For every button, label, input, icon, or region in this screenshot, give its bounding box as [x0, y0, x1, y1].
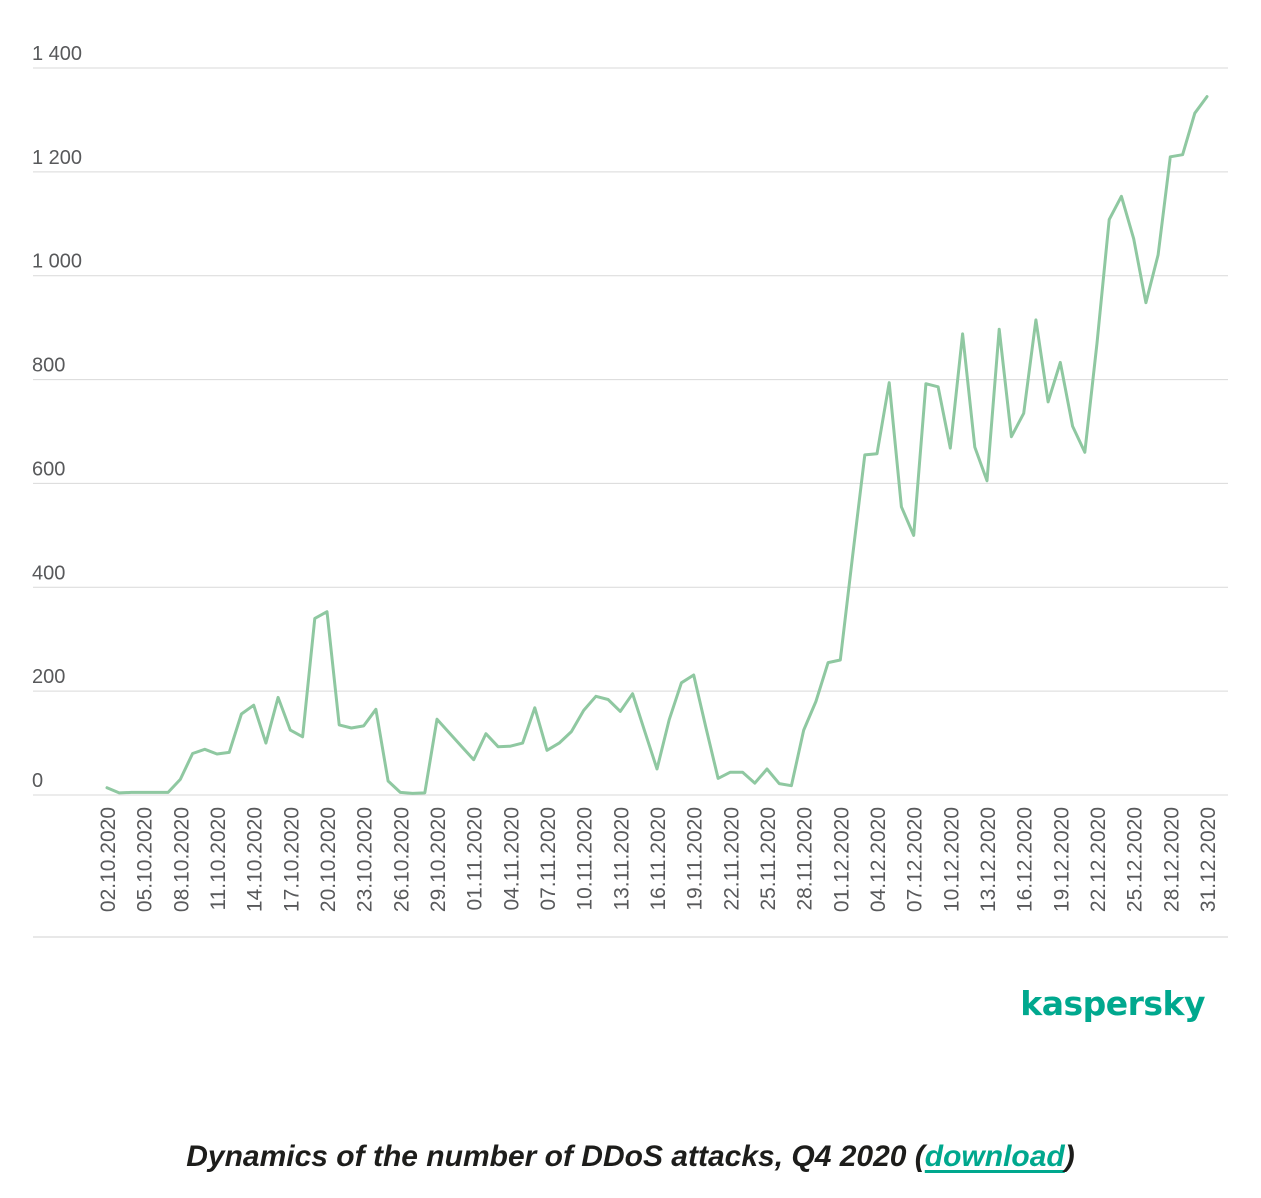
x-axis-tick-label: 22.12.2020	[1087, 807, 1110, 912]
x-axis-tick-label: 04.12.2020	[867, 807, 890, 912]
caption-text-suffix: )	[1064, 1140, 1075, 1173]
x-axis-tick-label: 07.12.2020	[904, 807, 927, 912]
x-axis-tick-label: 16.12.2020	[1014, 807, 1037, 912]
x-axis-tick-label: 25.11.2020	[757, 807, 780, 911]
x-axis-tick-label: 29.10.2020	[427, 807, 450, 912]
kaspersky-logo: kaspersky	[1020, 984, 1205, 1023]
x-axis-tick-label: 20.10.2020	[317, 807, 340, 912]
x-axis-tick-label: 22.11.2020	[720, 807, 743, 911]
x-axis-tick-label: 01.11.2020	[464, 807, 487, 911]
x-axis-tick-label: 01.12.2020	[830, 807, 853, 912]
x-axis-tick-label: 19.12.2020	[1050, 807, 1073, 912]
y-axis-tick-label: 200	[32, 666, 65, 688]
chart-caption: Dynamics of the number of DDoS attacks, …	[0, 1140, 1261, 1174]
y-axis-tick-label: 400	[32, 562, 65, 584]
x-axis-tick-label: 10.12.2020	[940, 807, 963, 912]
x-axis-tick-label: 13.11.2020	[610, 807, 633, 911]
x-axis-tick-label: 17.10.2020	[280, 807, 303, 912]
y-axis-tick-label: 800	[32, 355, 65, 377]
x-axis-tick-label: 31.12.2020	[1197, 807, 1220, 912]
y-axis-tick-label: 600	[32, 458, 65, 480]
x-axis-tick-label: 10.11.2020	[574, 807, 597, 911]
x-axis-tick-label: 16.11.2020	[647, 807, 670, 911]
x-axis-tick-label: 02.10.2020	[97, 807, 120, 912]
x-axis-tick-label: 28.11.2020	[794, 807, 817, 911]
y-axis-tick-label: 1 400	[32, 43, 82, 65]
caption-text: Dynamics of the number of DDoS attacks, …	[186, 1140, 925, 1173]
x-axis-tick-label: 19.11.2020	[684, 807, 707, 911]
y-axis-tick-label: 1 200	[32, 147, 82, 169]
y-axis-tick-label: 1 000	[32, 251, 82, 273]
x-axis-tick-label: 13.12.2020	[977, 807, 1000, 912]
x-axis-tick-label: 08.10.2020	[170, 807, 193, 912]
x-axis-tick-label: 05.10.2020	[134, 807, 157, 912]
x-axis-tick-label: 11.10.2020	[207, 807, 230, 911]
y-axis-tick-label: 0	[32, 770, 43, 792]
x-axis-tick-label: 26.10.2020	[390, 807, 413, 912]
x-axis-tick-label: 28.12.2020	[1160, 807, 1183, 912]
x-axis-tick-label: 14.10.2020	[244, 807, 267, 912]
line-chart: 1 400 1 200 1 000 800 600 400 200 0 02.10.2020 05…	[32, 43, 1228, 938]
x-axis-tick-label: 07.11.2020	[537, 807, 560, 911]
x-axis-tick-label: 04.11.2020	[500, 807, 523, 911]
download-link[interactable]: download	[924, 1140, 1065, 1173]
x-axis-tick-label: 23.10.2020	[354, 807, 377, 912]
x-axis-tick-label: 25.12.2020	[1124, 807, 1147, 912]
ddos-attacks-series-line	[105, 95, 1209, 795]
